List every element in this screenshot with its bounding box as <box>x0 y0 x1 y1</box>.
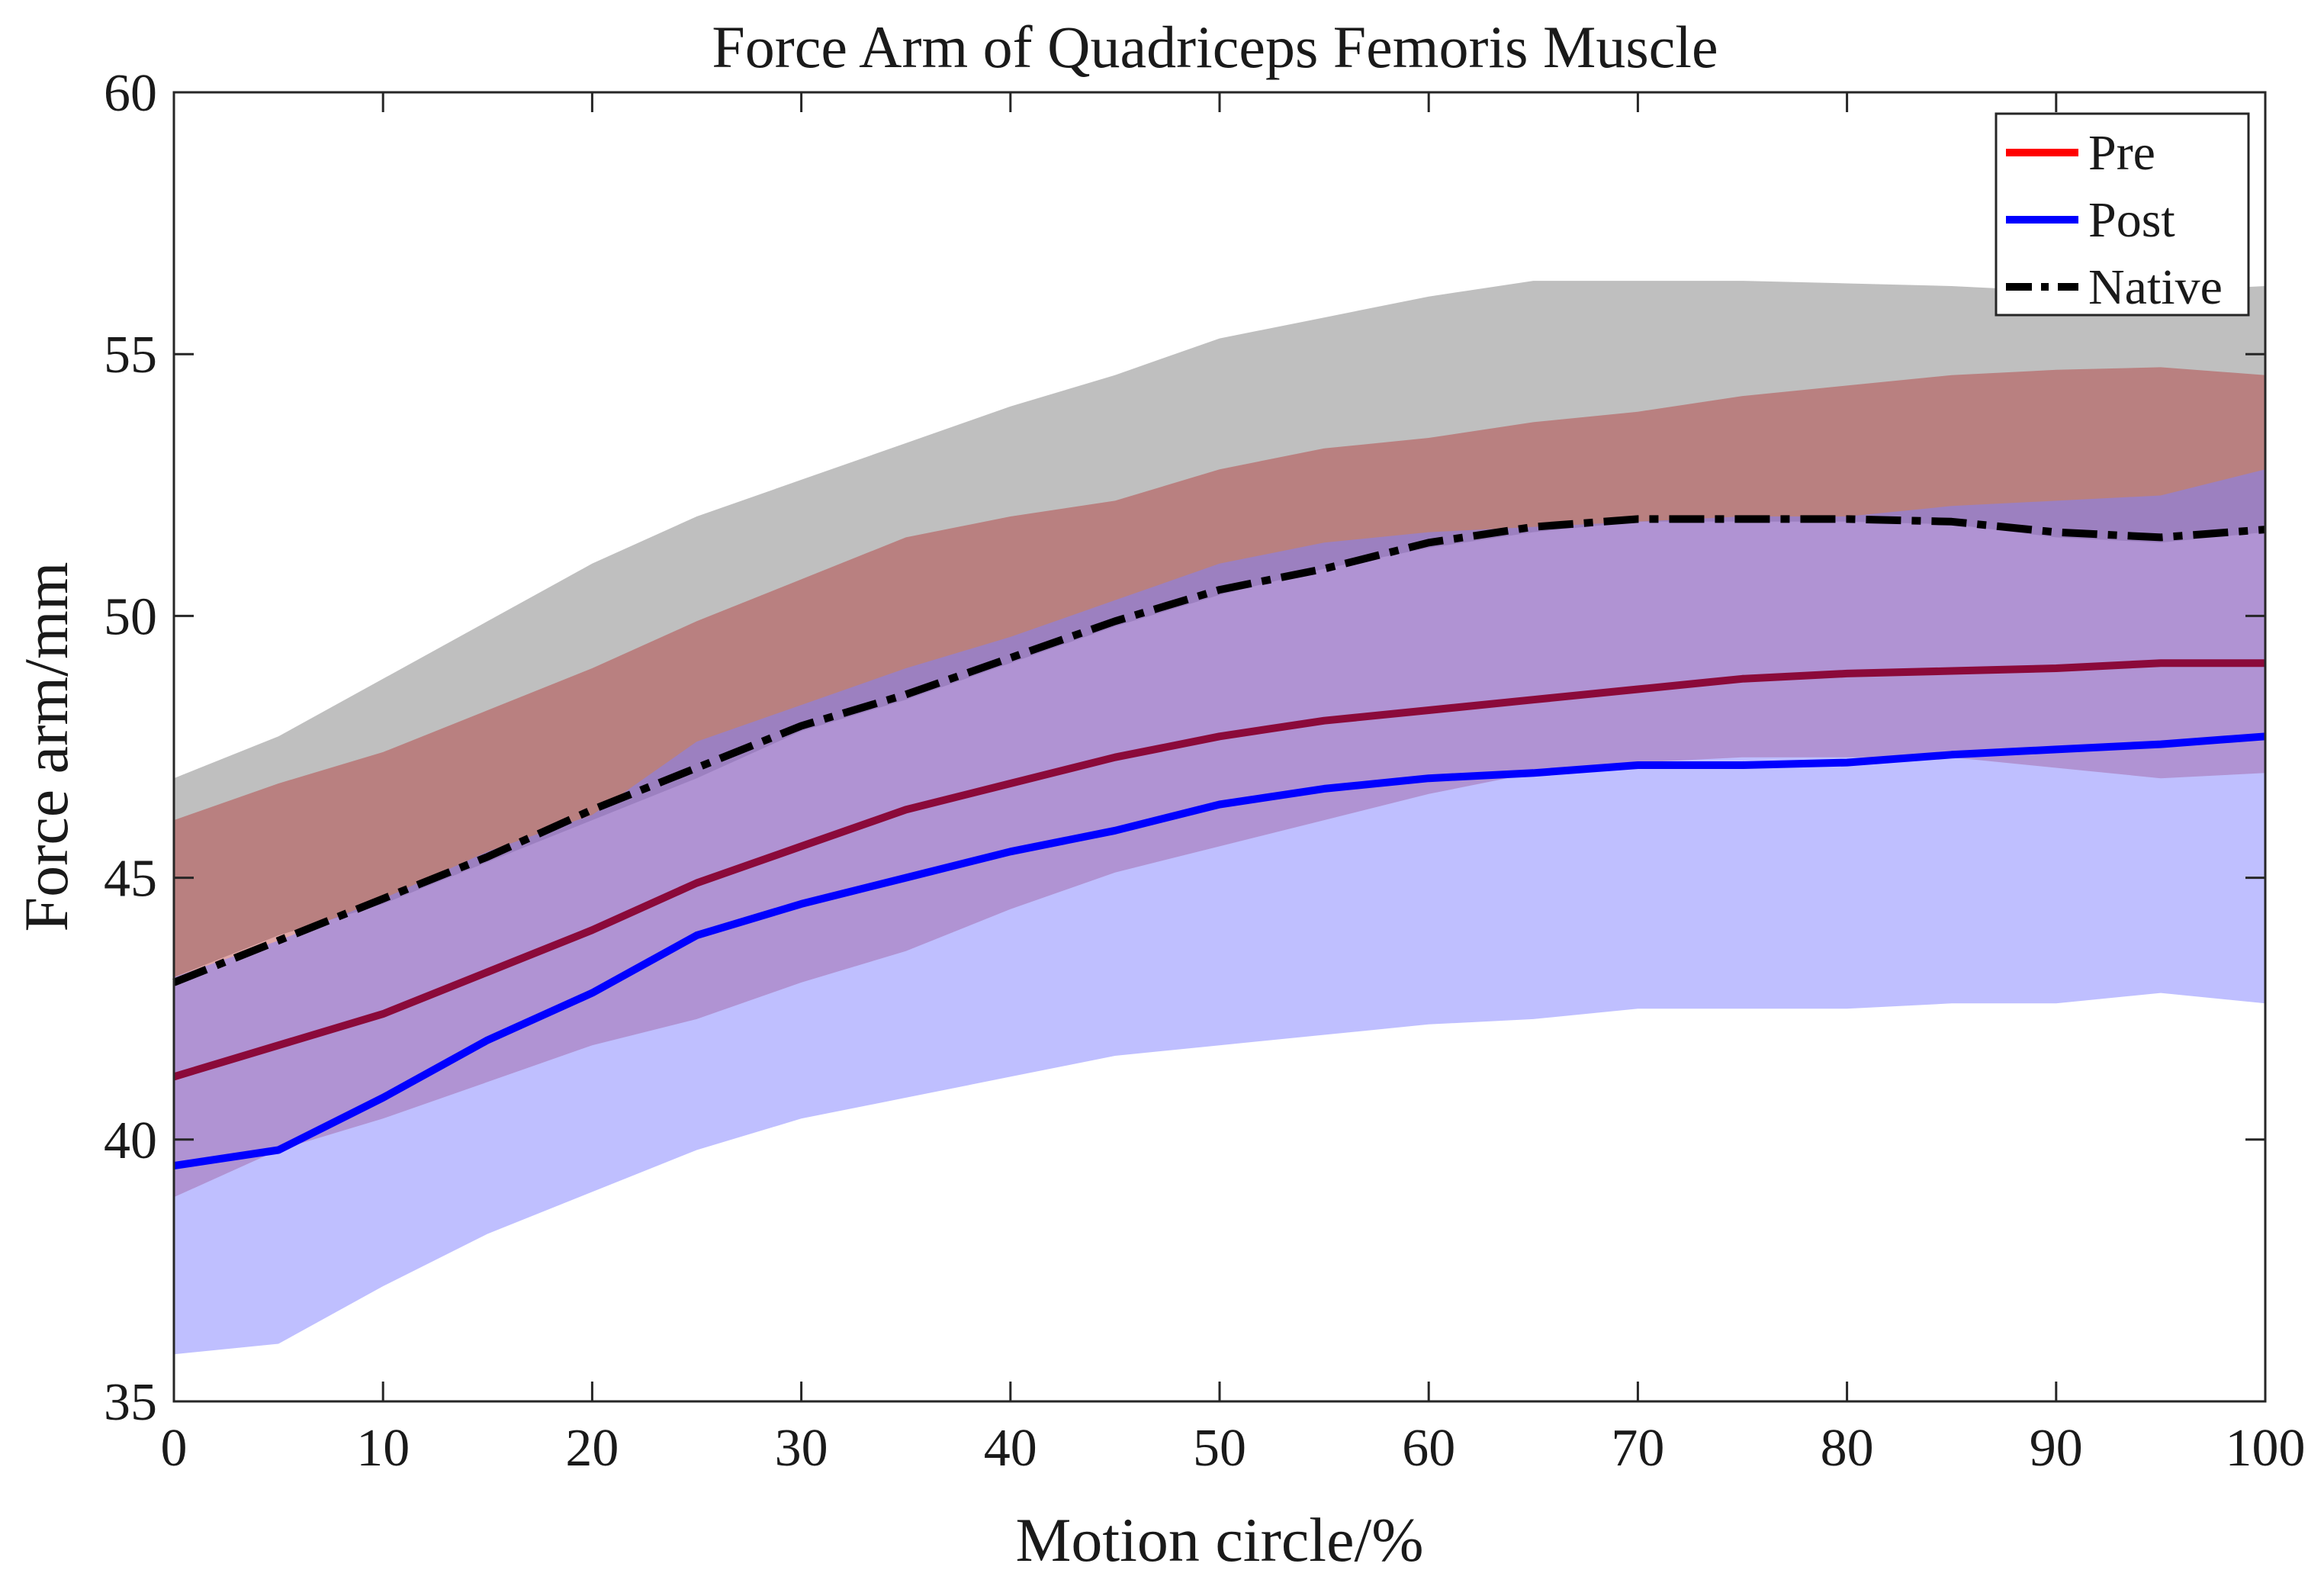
x-tick-label-80: 80 <box>1821 1419 1874 1478</box>
x-tick-label-40: 40 <box>984 1419 1037 1478</box>
y-tick-label-50: 50 <box>104 587 157 646</box>
legend-label-native: Native <box>2088 259 2223 315</box>
confidence-bands <box>174 281 2265 1355</box>
y-tick-label-60: 60 <box>104 64 157 123</box>
x-tick-label-90: 90 <box>2030 1419 2083 1478</box>
x-tick-label-70: 70 <box>1611 1419 1664 1478</box>
post-line <box>173 732 2266 1170</box>
legend-label-post: Post <box>2088 192 2175 248</box>
post-band <box>174 469 2265 1355</box>
y-tick-label-45: 45 <box>104 850 157 909</box>
series-lines <box>172 515 2266 1170</box>
native-band <box>174 281 2265 978</box>
y-axis-label: Force arm/mm <box>11 561 81 931</box>
x-tick-label-60: 60 <box>1402 1419 1455 1478</box>
x-tick-labels: 0 10 20 30 40 50 60 70 80 90 100 <box>161 1419 2306 1478</box>
x-tick-label-20: 20 <box>565 1419 619 1478</box>
pre-line <box>172 659 2265 1081</box>
axis-ticks <box>172 91 2267 1403</box>
x-axis-label: Motion circle/% <box>1015 1505 1423 1575</box>
x-tick-label-0: 0 <box>161 1419 188 1478</box>
y-tick-label-40: 40 <box>104 1111 157 1170</box>
y-tick-label-35: 35 <box>104 1373 157 1432</box>
y-tick-labels: 35 40 45 50 55 60 <box>104 64 157 1432</box>
x-tick-label-30: 30 <box>775 1419 828 1478</box>
x-tick-label-10: 10 <box>356 1419 410 1478</box>
legend-box <box>1995 112 2250 317</box>
native-line <box>172 515 2266 986</box>
chart-title: Force Arm of Quadriceps Femoris Muscle <box>712 14 1718 80</box>
x-tick-label-50: 50 <box>1193 1419 1246 1478</box>
x-tick-label-100: 100 <box>2226 1419 2306 1478</box>
y-tick-label-55: 55 <box>104 326 157 384</box>
legend-label-pre: Pre <box>2088 125 2155 181</box>
legend: Pre Post Native <box>1995 112 2250 317</box>
